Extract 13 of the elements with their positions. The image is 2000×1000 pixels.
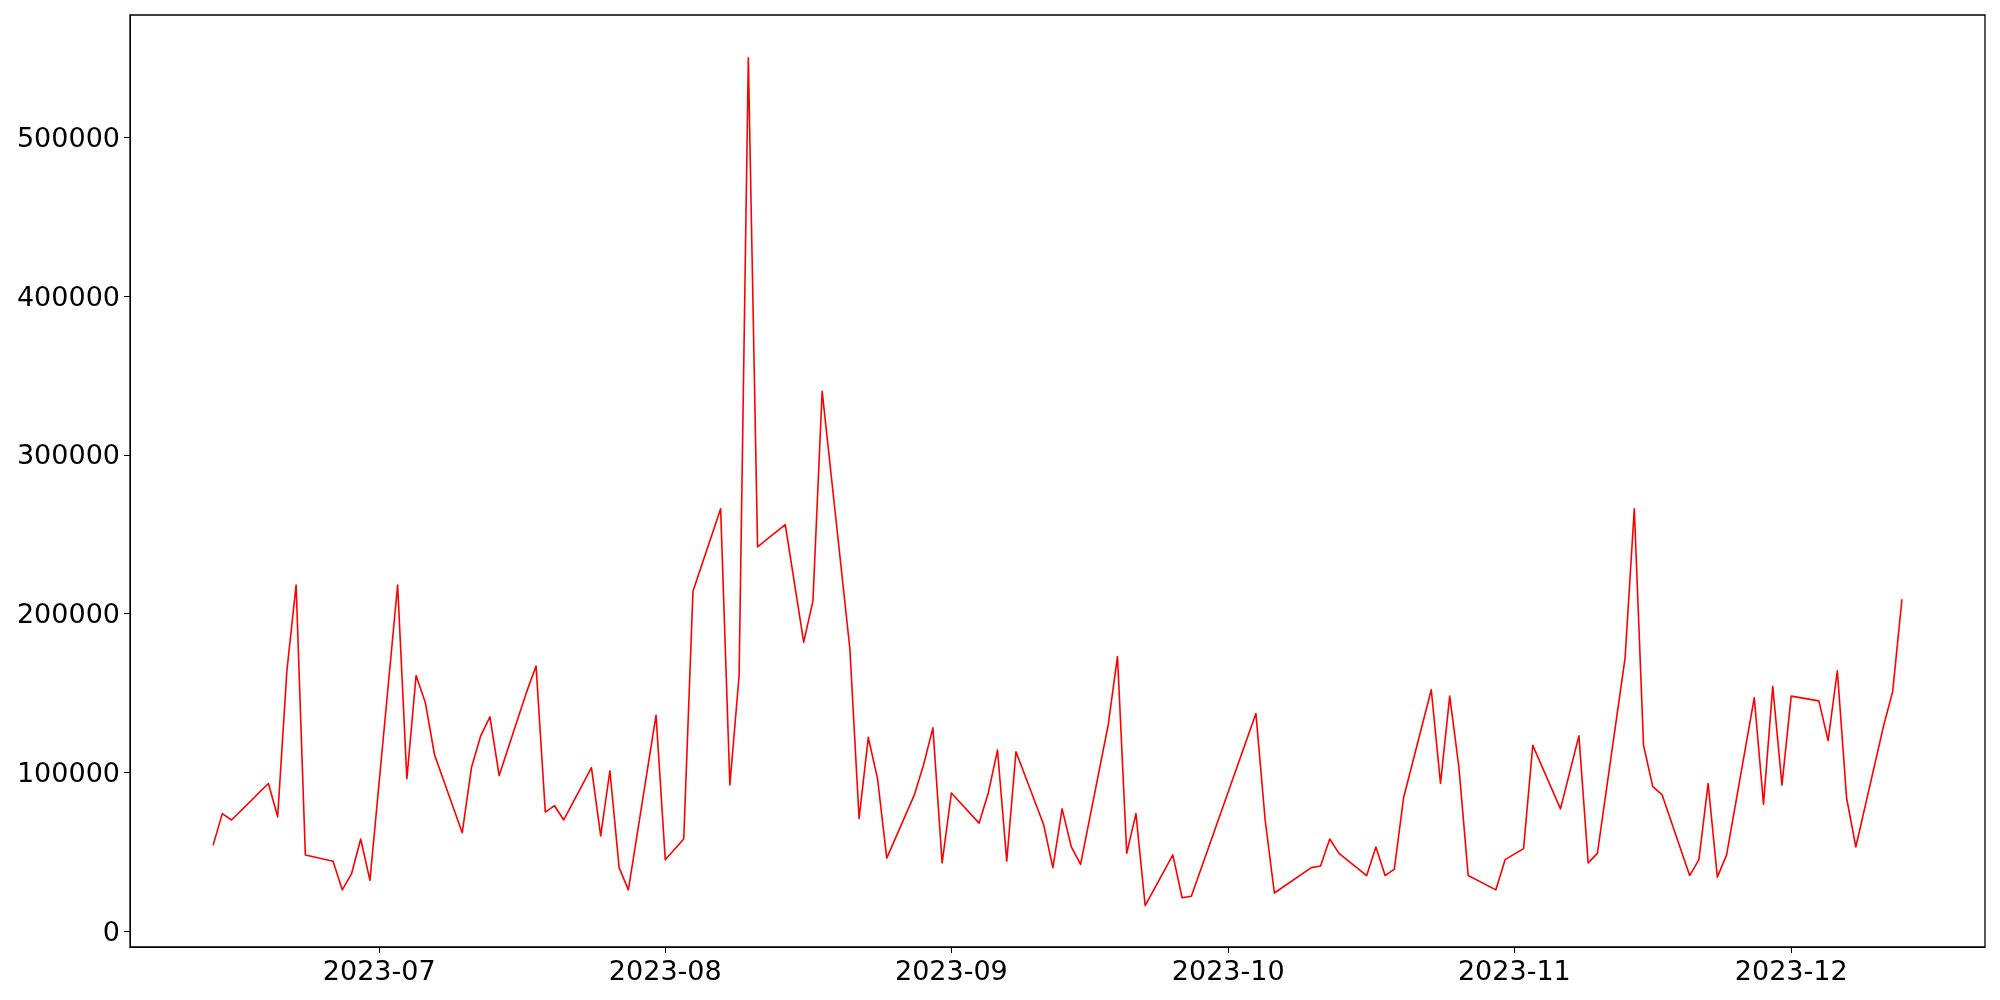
y-tick-label: 100000	[16, 756, 120, 788]
x-tick-label: 2023-10	[1171, 955, 1285, 986]
x-tick-label: 2023-11	[1457, 955, 1571, 986]
line-series	[212, 57, 1903, 907]
y-tick-label: 200000	[16, 598, 120, 630]
y-tick-label: 400000	[16, 280, 120, 312]
y-tick-label: 500000	[16, 121, 120, 153]
x-tick-label: 2023-08	[608, 955, 722, 986]
x-tick-label: 2023-07	[322, 955, 436, 986]
x-tick-label: 2023-12	[1734, 955, 1848, 986]
y-tick-label: 300000	[16, 439, 120, 471]
y-tick-label: 0	[102, 915, 120, 947]
x-tick-label: 2023-09	[894, 955, 1008, 986]
